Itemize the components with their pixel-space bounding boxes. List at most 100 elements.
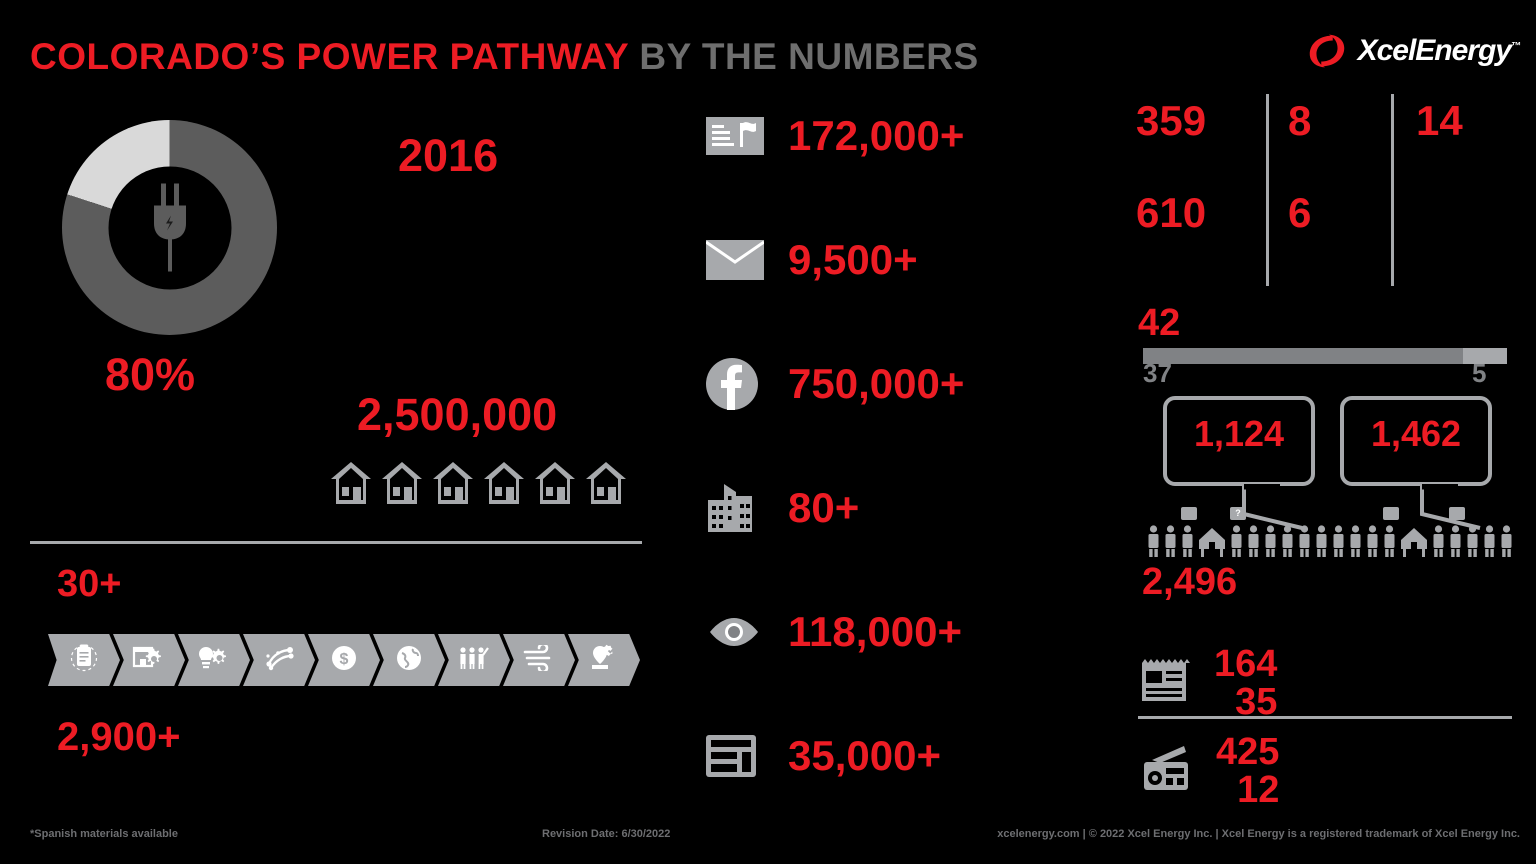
house-icon xyxy=(432,460,474,511)
newspaper-icon xyxy=(1140,657,1192,710)
speech-bubble-tail-2 xyxy=(1418,482,1490,537)
trademark-symbol: ™ xyxy=(1511,41,1521,52)
dollar-circle-icon: $ xyxy=(329,643,359,678)
speech-bubble-2: 1,462 xyxy=(1340,396,1492,486)
person-icon xyxy=(1331,524,1346,563)
bubble-value: 1,462 xyxy=(1370,413,1462,454)
window-gear-icon xyxy=(132,644,166,677)
bar-right-value: 5 xyxy=(1472,358,1487,388)
house-icon xyxy=(483,460,525,511)
stat-row-radio: 425 12 xyxy=(1140,733,1279,809)
grid-column-3: 14 xyxy=(1416,100,1463,142)
facebook-icon xyxy=(706,358,768,410)
person-icon xyxy=(1431,524,1446,563)
process-chevron-strip: $ xyxy=(48,634,640,686)
page-title: COLORADO’S POWER PATHWAY BY THE NUMBERS xyxy=(30,36,979,78)
chevron-segment-7 xyxy=(438,634,510,686)
chevron-segment-5: $ xyxy=(308,634,380,686)
bar-left-value: 37 xyxy=(1143,358,1172,388)
bar-total-label: 42 xyxy=(1138,302,1181,344)
right-section-divider xyxy=(1138,716,1512,719)
grid-divider-2 xyxy=(1391,94,1394,286)
stat-primary: 164 xyxy=(1214,643,1278,685)
stat-value: 118,000+ xyxy=(788,608,963,655)
person-icon: ? xyxy=(1229,507,1246,563)
web-banner-icon xyxy=(706,735,768,777)
person-icon xyxy=(1197,524,1227,563)
person-icon xyxy=(1180,507,1197,563)
grid-value: 359 xyxy=(1136,97,1207,144)
person-icon xyxy=(1246,524,1261,563)
newsletter-icon xyxy=(706,113,768,159)
homes-served-number: 2,500,000 xyxy=(357,389,558,440)
split-progress-bar xyxy=(1143,348,1507,364)
location-check-icon xyxy=(588,643,620,678)
radio-values: 425 12 xyxy=(1216,733,1279,809)
footer-legal: xcelenergy.com | © 2022 Xcel Energy Inc.… xyxy=(997,828,1520,840)
stat-value: 172,000+ xyxy=(788,112,965,159)
footer-revision-date: Revision Date: 6/30/2022 xyxy=(542,828,671,840)
stat-secondary: 12 xyxy=(1237,769,1280,811)
stat-row-web-banner: 35,000+ xyxy=(706,718,1046,794)
grid-divider-1 xyxy=(1266,94,1269,286)
stat-primary: 425 xyxy=(1216,731,1280,773)
wind-icon xyxy=(522,642,556,676)
xcel-swoosh-icon xyxy=(1304,28,1350,74)
house-icon xyxy=(585,460,627,511)
grid-column-1: 359 610 xyxy=(1136,100,1206,234)
person-icon xyxy=(1365,524,1380,563)
crowd-total-value: 2,496 xyxy=(1142,561,1238,603)
bar-fill-segment xyxy=(1143,348,1464,364)
grid-value: 14 xyxy=(1416,97,1463,144)
stat-row-views: 118,000+ xyxy=(706,594,1046,670)
person-icon xyxy=(1280,524,1295,563)
lightbulb-gear-icon xyxy=(197,644,231,677)
chevron-segment-2 xyxy=(113,634,185,686)
year-stat: 2016 xyxy=(398,130,499,181)
person-icon xyxy=(1499,524,1514,563)
stat-row-newspaper: 164 35 xyxy=(1140,645,1277,721)
chevron-segment-4 xyxy=(243,634,315,686)
person-icon xyxy=(1263,524,1278,563)
person-icon xyxy=(1382,507,1399,563)
stat-secondary: 35 xyxy=(1235,681,1278,723)
person-icon xyxy=(1399,524,1429,563)
house-icon xyxy=(330,460,372,511)
chevron-segment-9 xyxy=(568,634,640,686)
eye-icon xyxy=(706,615,768,649)
logo-wordmark: XcelEnergy™ xyxy=(1357,34,1521,67)
grid-value: 6 xyxy=(1288,189,1312,236)
buildings-icon xyxy=(706,482,768,534)
chevron-segment-1 xyxy=(48,634,120,686)
grid-column-2: 8 6 xyxy=(1288,100,1311,234)
people-group-icon xyxy=(457,644,491,677)
speech-bubble-1: 1,124 xyxy=(1163,396,1315,486)
bubble-value: 1,124 xyxy=(1193,413,1285,454)
power-outage-donut-chart xyxy=(62,120,277,335)
title-primary: COLORADO’S POWER PATHWAY xyxy=(30,36,629,77)
stat-row-buildings: 80+ xyxy=(706,470,1046,546)
stat-row-newsletter: 172,000+ xyxy=(706,98,1046,174)
person-icon xyxy=(1348,524,1363,563)
clipboard-icon xyxy=(69,643,99,678)
house-icon xyxy=(381,460,423,511)
globe-icon xyxy=(394,643,424,678)
stat-below-strip: 2,900+ xyxy=(57,715,181,759)
chevron-segment-3 xyxy=(178,634,250,686)
right-number-grid: 359 610 8 6 14 xyxy=(1136,94,1526,290)
left-section-divider xyxy=(30,541,642,544)
person-icon xyxy=(1146,524,1161,563)
svg-text:$: $ xyxy=(340,651,349,668)
stat-value: 80+ xyxy=(788,484,860,531)
person-icon xyxy=(1297,524,1312,563)
person-icon xyxy=(1482,524,1497,563)
xcel-energy-logo: XcelEnergy™ xyxy=(1304,28,1521,74)
stat-row-email: 9,500+ xyxy=(706,222,1046,298)
title-secondary: BY THE NUMBERS xyxy=(639,36,979,77)
person-icon xyxy=(1465,524,1480,563)
newspaper-values: 164 35 xyxy=(1214,645,1277,721)
chevron-segment-8 xyxy=(503,634,575,686)
stat-row-facebook: 750,000+ xyxy=(706,346,1046,422)
stat-value: 750,000+ xyxy=(788,360,965,407)
